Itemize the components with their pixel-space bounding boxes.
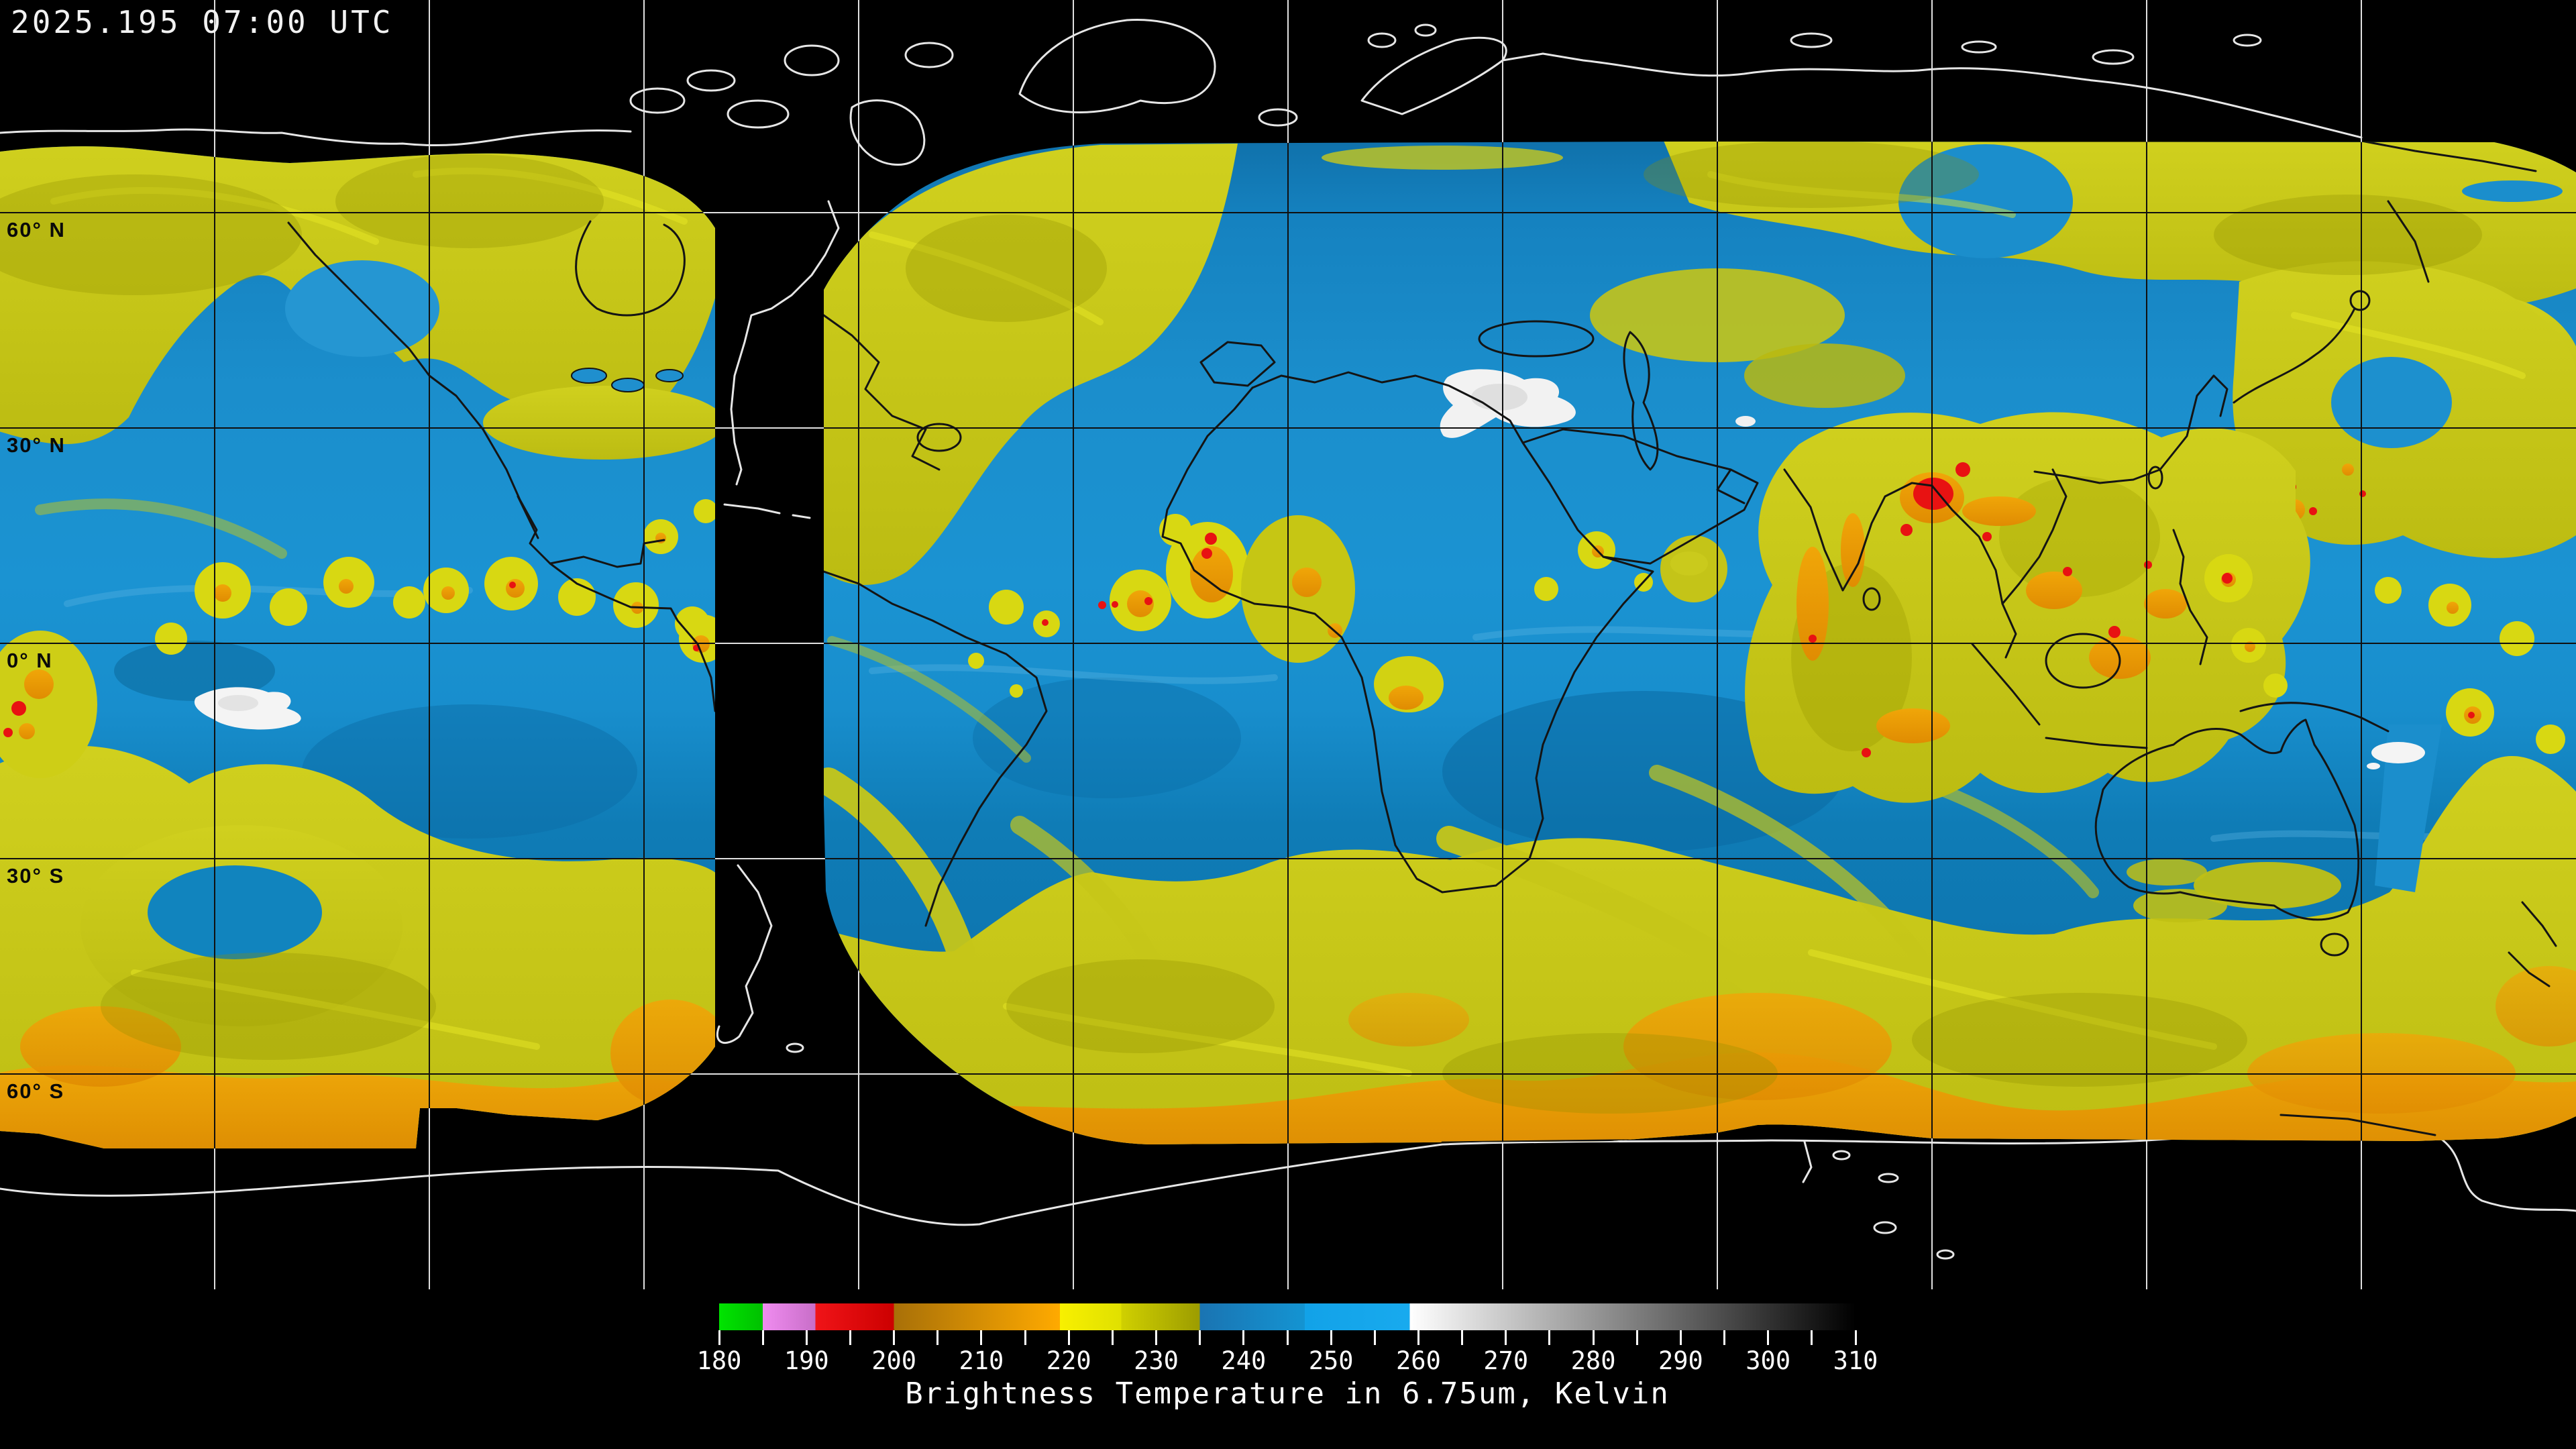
- colorbar-tick-label: 250: [1308, 1346, 1354, 1375]
- colorbar-tick-label: 220: [1046, 1346, 1091, 1375]
- colorbar-tick: [893, 1330, 896, 1345]
- latitude-label: 60° S: [7, 1079, 65, 1103]
- colorbar-tick: [805, 1330, 808, 1345]
- colorbar-tick: [1723, 1330, 1726, 1345]
- timestamp-label: 2025.195 07:00 UTC: [11, 4, 394, 40]
- colorbar-tick: [1854, 1330, 1857, 1345]
- colorbar-tick: [1417, 1330, 1419, 1345]
- satellite-data-layer: [0, 142, 2576, 1149]
- colorbar-tick: [1461, 1330, 1464, 1345]
- colorbar-title: Brightness Temperature in 6.75um, Kelvin: [905, 1377, 1670, 1411]
- colorbar-tick: [1767, 1330, 1770, 1345]
- colorbar-tick-label: 230: [1134, 1346, 1179, 1375]
- latitude-label: 0° N: [7, 649, 53, 672]
- colorbar-tick-label: 290: [1658, 1346, 1703, 1375]
- latitude-label: 60° N: [7, 218, 66, 241]
- colorbar-tick-label: 200: [871, 1346, 917, 1375]
- colorbar-tick-label: 270: [1483, 1346, 1529, 1375]
- colorbar-tick-label: 180: [696, 1346, 742, 1375]
- colorbar-tick-label: 210: [959, 1346, 1004, 1375]
- colorbar-tick-label: 310: [1833, 1346, 1878, 1375]
- colorbar-tick-label: 300: [1746, 1346, 1791, 1375]
- colorbar-tick: [1199, 1330, 1201, 1345]
- colorbar-tick: [936, 1330, 939, 1345]
- colorbar-tick: [849, 1330, 851, 1345]
- colorbar-tick-label: 280: [1570, 1346, 1616, 1375]
- latitude-label: 30° N: [7, 433, 66, 457]
- colorbar-tick-label: 240: [1221, 1346, 1267, 1375]
- colorbar-tick: [1330, 1330, 1332, 1345]
- warm-white-spots: [194, 369, 2425, 769]
- itcz-pacific-cells: [0, 499, 727, 778]
- colorbar-tick: [1242, 1330, 1245, 1345]
- colorbar-tick: [980, 1330, 983, 1345]
- colorbar-tick: [1024, 1330, 1026, 1345]
- colorbar-tick: [1111, 1330, 1114, 1345]
- colorbar-tick: [1548, 1330, 1551, 1345]
- colorbar-tick-label: 260: [1396, 1346, 1441, 1375]
- colorbar-tick: [1373, 1330, 1376, 1345]
- colorbar-tick-label: 190: [784, 1346, 829, 1375]
- colorbar-tick: [761, 1330, 764, 1345]
- colorbar-tick: [1635, 1330, 1638, 1345]
- colorbar-tick: [1155, 1330, 1158, 1345]
- colorbar-tick: [1679, 1330, 1682, 1345]
- colorbar: [719, 1303, 1856, 1330]
- colorbar-tick: [1067, 1330, 1070, 1345]
- coastlines-over-data: [287, 142, 2557, 1144]
- graticule-data-lines: [0, 142, 2576, 1149]
- colorbar-tick: [1505, 1330, 1507, 1345]
- west-pacific-cells: [2204, 554, 2565, 754]
- colorbar-tick: [1811, 1330, 1813, 1345]
- monsoon-cloud-mass: [1745, 412, 2310, 803]
- colorbar-tick: [718, 1330, 720, 1345]
- colorbar-tick: [1592, 1330, 1595, 1345]
- colorbar-tick: [1286, 1330, 1289, 1345]
- latitude-label: 30° S: [7, 864, 65, 888]
